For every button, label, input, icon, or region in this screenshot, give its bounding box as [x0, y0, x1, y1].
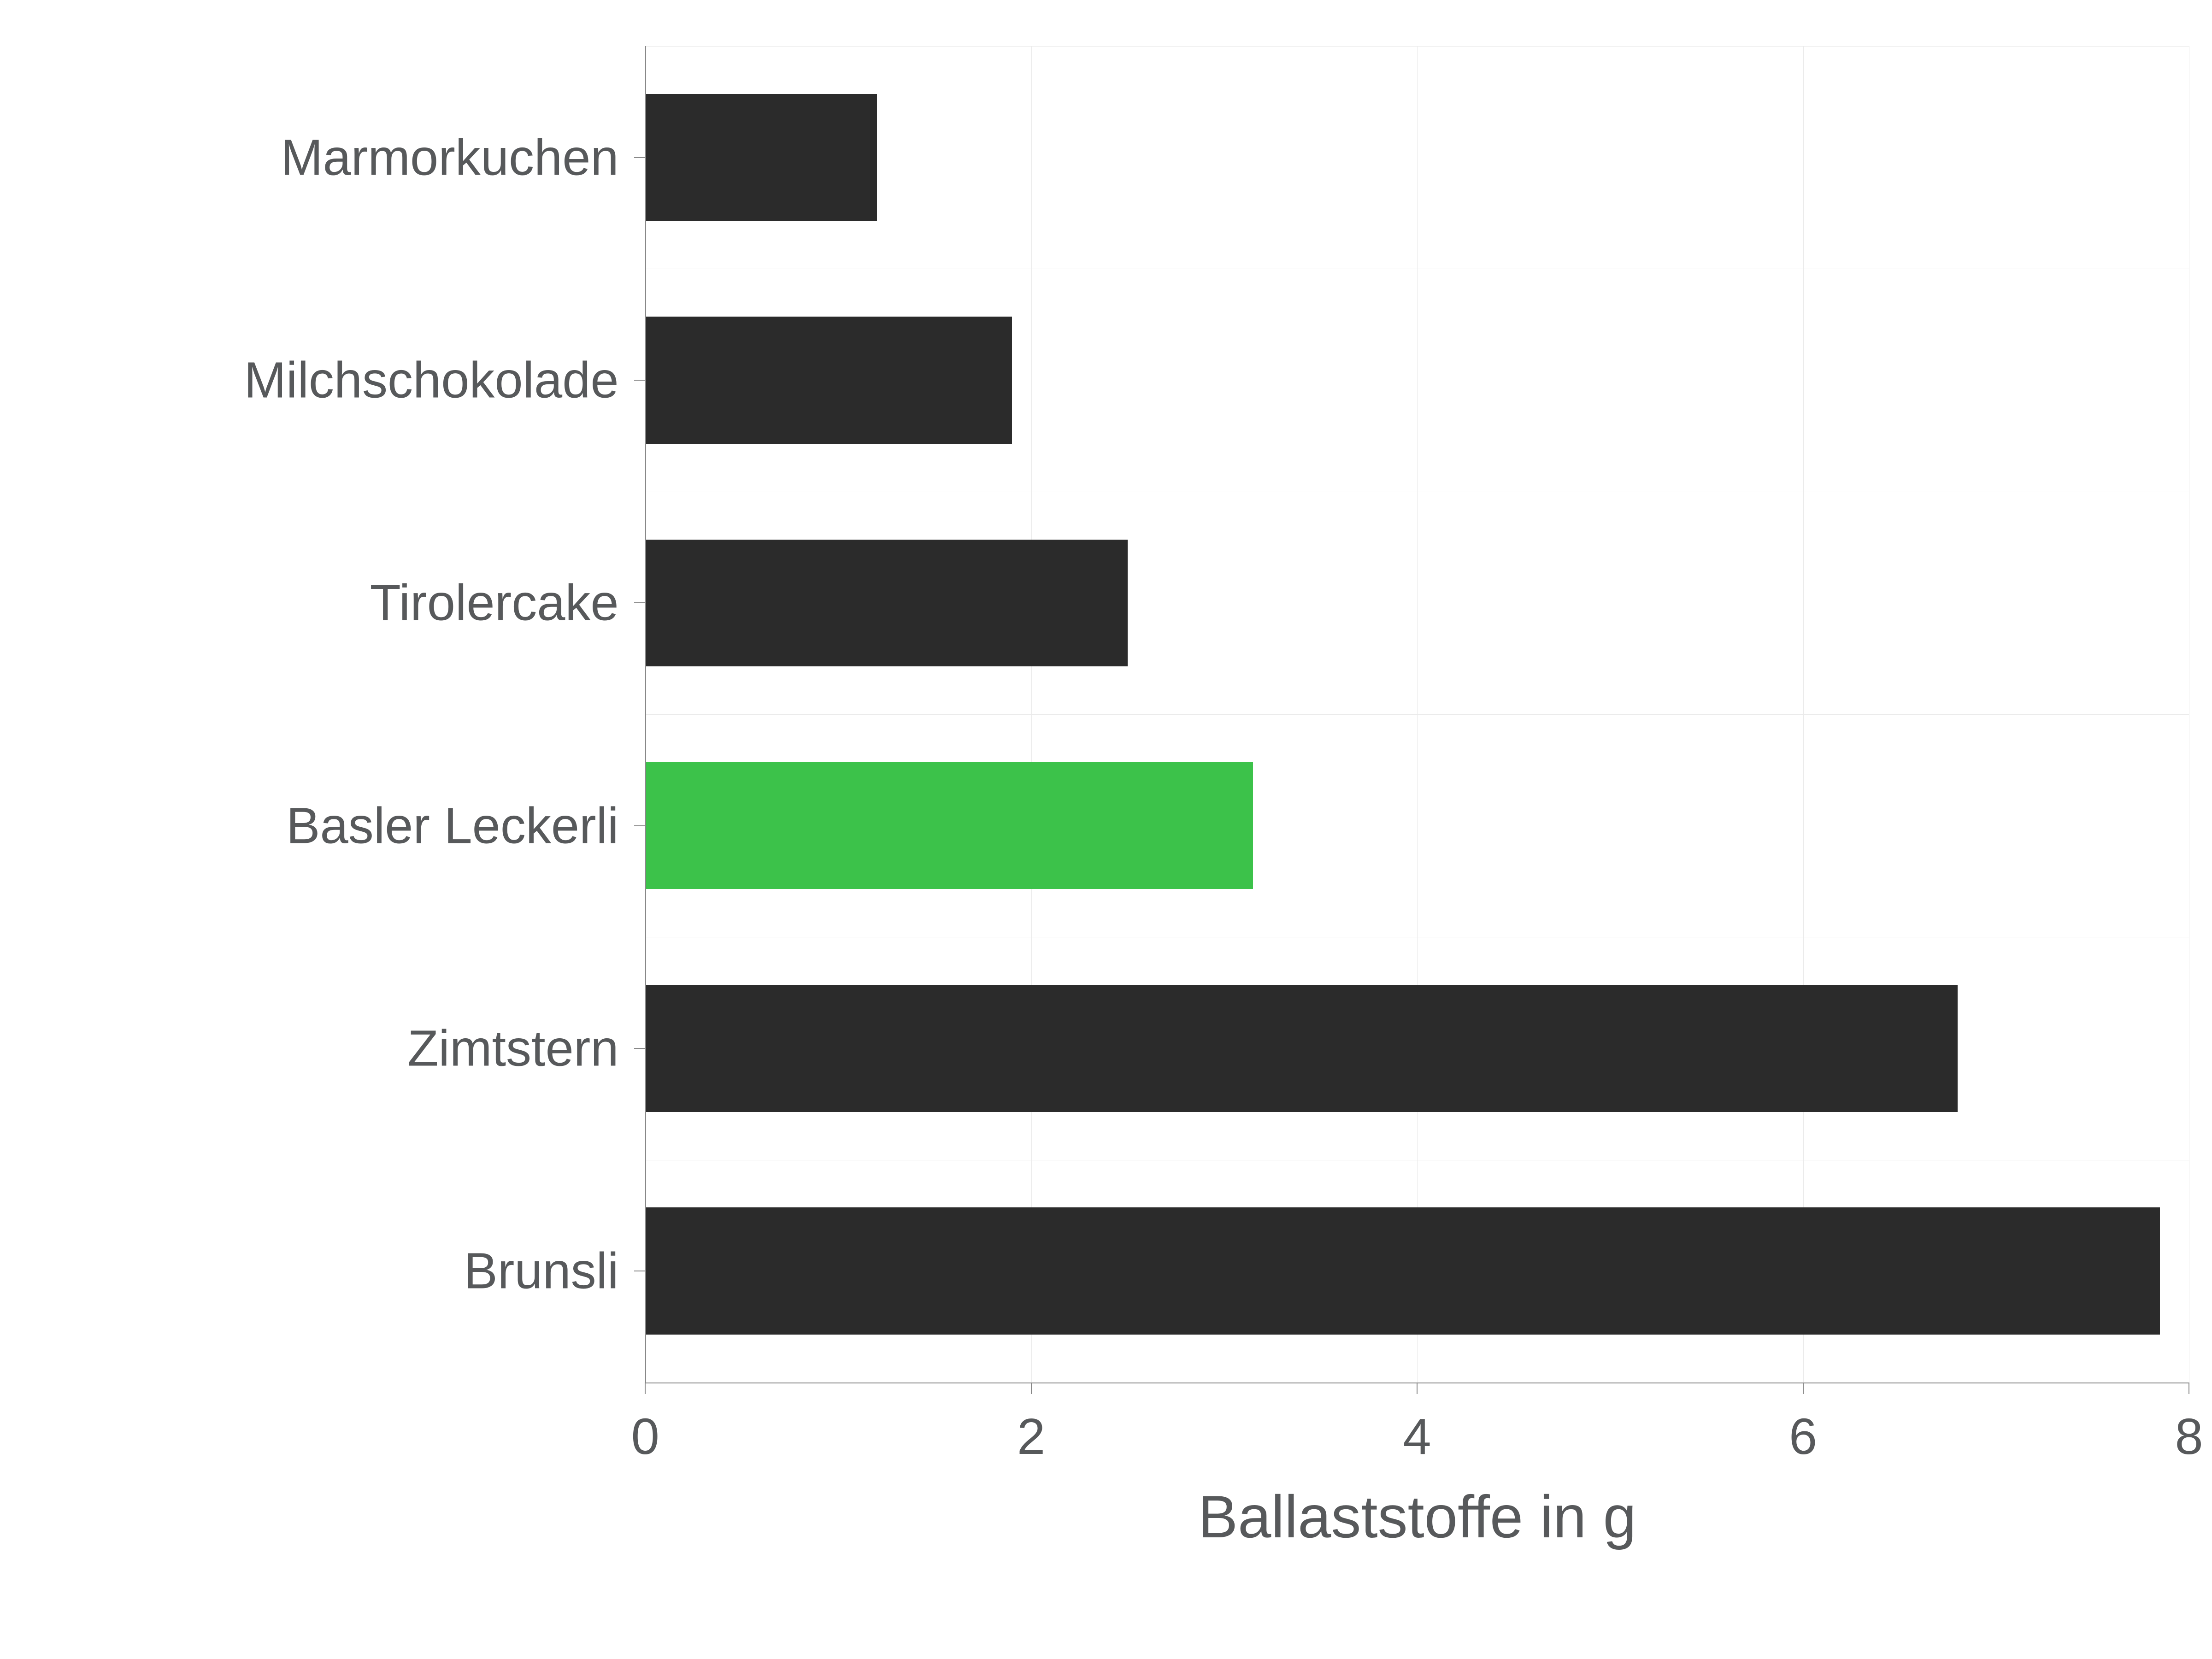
x-axis-title: Ballaststoffe in g [1198, 1482, 1636, 1551]
x-tick-mark [2188, 1382, 2189, 1394]
gridline-horizontal [645, 714, 2189, 715]
bar [645, 985, 1957, 1112]
y-tick-label: Milchschokolade [244, 351, 618, 410]
x-tick-label: 8 [2175, 1407, 2203, 1466]
x-tick-mark [1803, 1382, 1804, 1394]
bar [645, 540, 1128, 666]
y-tick-label: Tirolercake [370, 574, 619, 632]
x-tick-label: 0 [631, 1407, 659, 1466]
plot-area [645, 46, 2189, 1382]
y-tick-mark [634, 602, 645, 603]
bar [645, 94, 877, 221]
y-tick-mark [634, 380, 645, 381]
bar [645, 1207, 2160, 1334]
chart-container: Marmorkuchen Milchschokolade Tirolercake Ba… [0, 0, 2212, 1659]
x-tick-mark [645, 1382, 646, 1394]
x-tick-label: 4 [1403, 1407, 1431, 1466]
y-tick-label: Basler Leckerli [286, 796, 618, 855]
x-tick-mark [1417, 1382, 1418, 1394]
x-tick-label: 6 [1789, 1407, 1817, 1466]
y-tick-mark [634, 1048, 645, 1049]
bar [645, 317, 1012, 443]
y-tick-mark [634, 157, 645, 158]
y-tick-mark [634, 825, 645, 826]
x-tick-mark [1031, 1382, 1032, 1394]
y-tick-label: Brunsli [464, 1242, 618, 1300]
y-axis-line [645, 46, 646, 1382]
bar [645, 762, 1253, 889]
gridline-horizontal [645, 46, 2189, 47]
x-tick-label: 2 [1017, 1407, 1045, 1466]
y-tick-label: Zimtstern [407, 1019, 618, 1077]
y-tick-label: Marmorkuchen [281, 128, 619, 187]
